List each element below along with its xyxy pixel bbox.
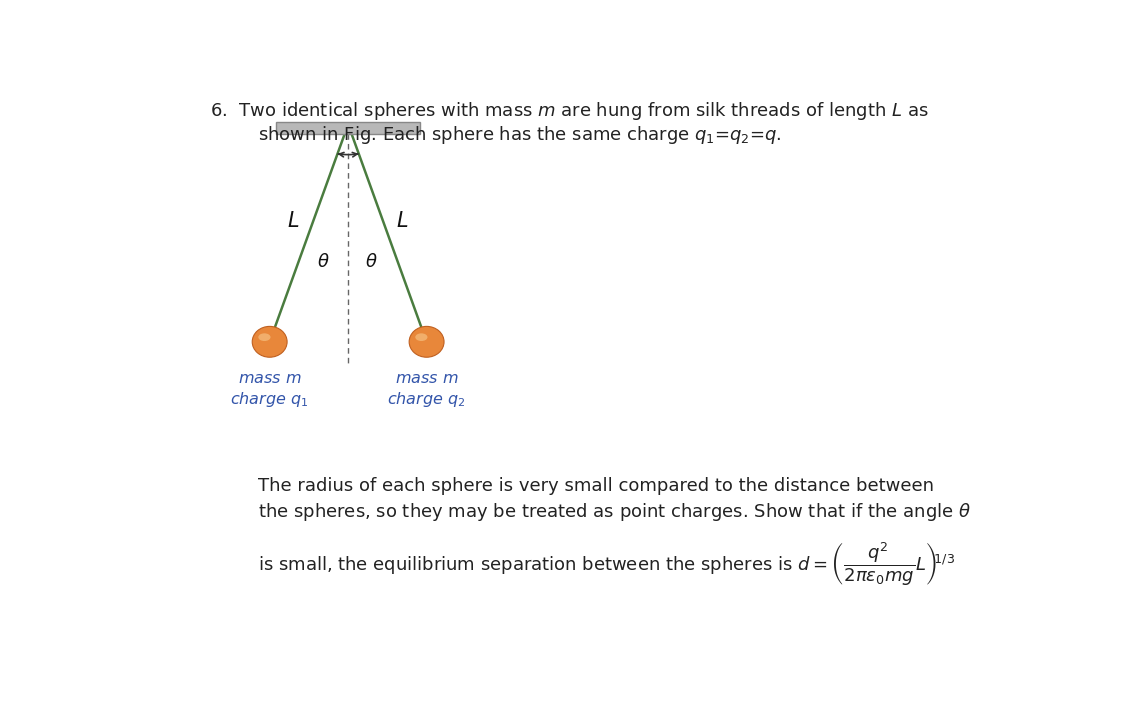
Text: mass $m$: mass $m$ — [395, 371, 458, 386]
Text: 6.  Two identical spheres with mass $m$ are hung from silk threads of length $L$: 6. Two identical spheres with mass $m$ a… — [210, 99, 929, 122]
Text: $\theta$: $\theta$ — [366, 253, 378, 271]
Ellipse shape — [410, 326, 444, 358]
Text: the spheres, so they may be treated as point charges. Show that if the angle $\t: the spheres, so they may be treated as p… — [259, 501, 971, 523]
Text: $L$: $L$ — [396, 211, 408, 231]
Text: charge $q_1$: charge $q_1$ — [231, 390, 309, 409]
Text: charge $q_2$: charge $q_2$ — [387, 390, 466, 409]
Ellipse shape — [415, 333, 428, 341]
Text: The radius of each sphere is very small compared to the distance between: The radius of each sphere is very small … — [259, 477, 935, 495]
Text: $\theta$: $\theta$ — [317, 253, 330, 271]
Text: is small, the equilibrium separation between the spheres is $d = \left(\dfrac{q^: is small, the equilibrium separation bet… — [259, 540, 955, 587]
Text: mass $m$: mass $m$ — [237, 371, 302, 386]
Text: $L$: $L$ — [287, 211, 299, 231]
Ellipse shape — [259, 333, 270, 341]
Text: shown in Fig. Each sphere has the same charge $q_1$=$q_2$=$q$.: shown in Fig. Each sphere has the same c… — [259, 124, 782, 147]
Ellipse shape — [252, 326, 287, 358]
FancyBboxPatch shape — [276, 122, 420, 134]
